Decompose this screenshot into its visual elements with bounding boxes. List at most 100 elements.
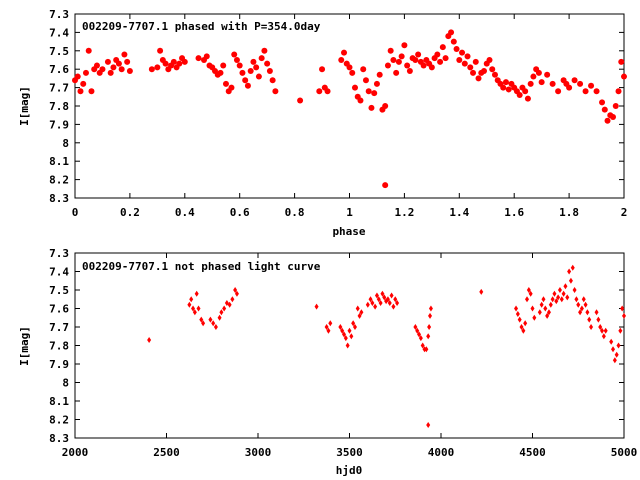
- data-point-phased: [456, 57, 463, 63]
- data-point-phased: [588, 82, 595, 89]
- data-point-phased: [203, 53, 210, 60]
- data-point-phased: [118, 66, 125, 73]
- data-point-phased: [110, 64, 117, 71]
- x-tick-label-phased: 0.6: [230, 206, 250, 219]
- data-point-phased: [615, 88, 622, 95]
- data-point-unphased: [578, 309, 583, 316]
- data-point-phased: [448, 29, 455, 36]
- data-point-phased: [258, 55, 265, 62]
- y-tick-label-unphased: 8.1: [49, 395, 69, 408]
- data-point-unphased: [565, 294, 570, 301]
- data-point-phased: [549, 80, 556, 87]
- data-point-phased: [450, 38, 457, 45]
- data-point-unphased: [338, 324, 343, 330]
- data-point-phased: [382, 182, 389, 189]
- data-point-phased: [582, 88, 589, 95]
- data-point-unphased: [213, 324, 218, 330]
- data-point-phased: [470, 69, 477, 76]
- data-point-phased: [442, 55, 449, 62]
- data-point-unphased: [234, 290, 239, 297]
- data-point-unphased: [418, 335, 423, 342]
- data-point-phased: [85, 47, 92, 54]
- data-point-phased: [530, 73, 537, 80]
- data-point-unphased: [201, 320, 206, 327]
- data-point-phased: [461, 60, 468, 67]
- y-tick-label-unphased: 7.6: [49, 303, 69, 316]
- data-point-phased: [247, 68, 254, 75]
- x-axis-label-phased: phase: [332, 225, 365, 238]
- data-point-unphased: [567, 268, 572, 275]
- data-point-phased: [157, 47, 164, 54]
- data-point-unphased: [526, 287, 531, 293]
- data-point-unphased: [517, 316, 522, 323]
- data-point-phased: [502, 79, 509, 86]
- data-point-unphased: [611, 346, 616, 353]
- y-tick-label-phased: 8.2: [49, 174, 69, 187]
- data-point-phased: [239, 69, 246, 76]
- data-point-unphased: [376, 296, 381, 303]
- data-point-unphased: [326, 327, 331, 334]
- data-point-unphased: [594, 309, 599, 316]
- data-point-unphased: [345, 342, 350, 349]
- data-point-phased: [264, 60, 271, 67]
- data-point-phased: [593, 88, 600, 95]
- data-point-phased: [121, 51, 128, 58]
- data-point-unphased: [614, 351, 619, 358]
- data-point-unphased: [572, 287, 577, 293]
- data-point-unphased: [589, 324, 594, 330]
- data-point-unphased: [382, 294, 387, 301]
- data-point-phased: [319, 66, 326, 73]
- data-point-unphased: [227, 301, 232, 308]
- data-point-unphased: [622, 312, 626, 319]
- data-point-phased: [349, 69, 356, 76]
- data-point-unphased: [579, 305, 584, 312]
- x-tick-label-phased: 1: [346, 206, 353, 219]
- data-point-unphased: [355, 305, 360, 312]
- data-point-unphased: [417, 331, 422, 338]
- data-point-unphased: [314, 303, 319, 310]
- data-point-phased: [93, 62, 100, 69]
- data-point-unphased: [601, 333, 606, 340]
- y-tick-label-unphased: 7.5: [49, 284, 69, 297]
- data-point-phased: [486, 57, 493, 63]
- data-point-unphased: [351, 320, 356, 327]
- data-point-unphased: [600, 327, 605, 334]
- y-axis-label-unphased: I[mag]: [18, 326, 31, 366]
- data-point-unphased: [391, 303, 396, 310]
- chart-title-phased: 002209-7707.1 phased with P=354.0day: [82, 20, 321, 33]
- data-point-unphased: [609, 338, 614, 345]
- data-point-unphased: [389, 292, 394, 299]
- data-point-phased: [577, 80, 584, 87]
- data-point-phased: [571, 77, 578, 84]
- data-point-phased: [269, 77, 276, 84]
- data-point-phased: [621, 73, 627, 80]
- data-point-phased: [341, 49, 348, 56]
- data-point-unphased: [357, 312, 362, 319]
- data-point-unphased: [479, 288, 484, 295]
- data-point-unphased: [596, 316, 601, 323]
- x-tick-label-phased: 2: [621, 206, 628, 219]
- data-point-unphased: [574, 296, 579, 303]
- data-point-phased: [467, 64, 474, 71]
- data-point-unphased: [211, 320, 216, 327]
- x-tick-label-phased: 0.2: [120, 206, 140, 219]
- data-point-phased: [357, 97, 364, 104]
- data-point-phased: [74, 73, 81, 80]
- data-point-phased: [439, 44, 446, 51]
- data-point-unphased: [428, 305, 433, 312]
- plot-frame-phased: [74, 13, 625, 199]
- data-point-phased: [316, 88, 323, 95]
- y-tick-label-phased: 8: [62, 137, 69, 150]
- data-point-unphased: [559, 296, 564, 303]
- data-point-phased: [522, 88, 529, 95]
- data-point-unphased: [343, 335, 348, 342]
- data-point-phased: [244, 82, 251, 89]
- data-point-phased: [297, 97, 304, 104]
- data-point-unphased: [427, 324, 432, 330]
- y-tick-label-phased: 7.7: [49, 82, 69, 95]
- data-point-unphased: [539, 301, 544, 308]
- data-point-phased: [387, 47, 394, 54]
- data-point-phased: [453, 45, 460, 52]
- data-point-phased: [80, 80, 87, 87]
